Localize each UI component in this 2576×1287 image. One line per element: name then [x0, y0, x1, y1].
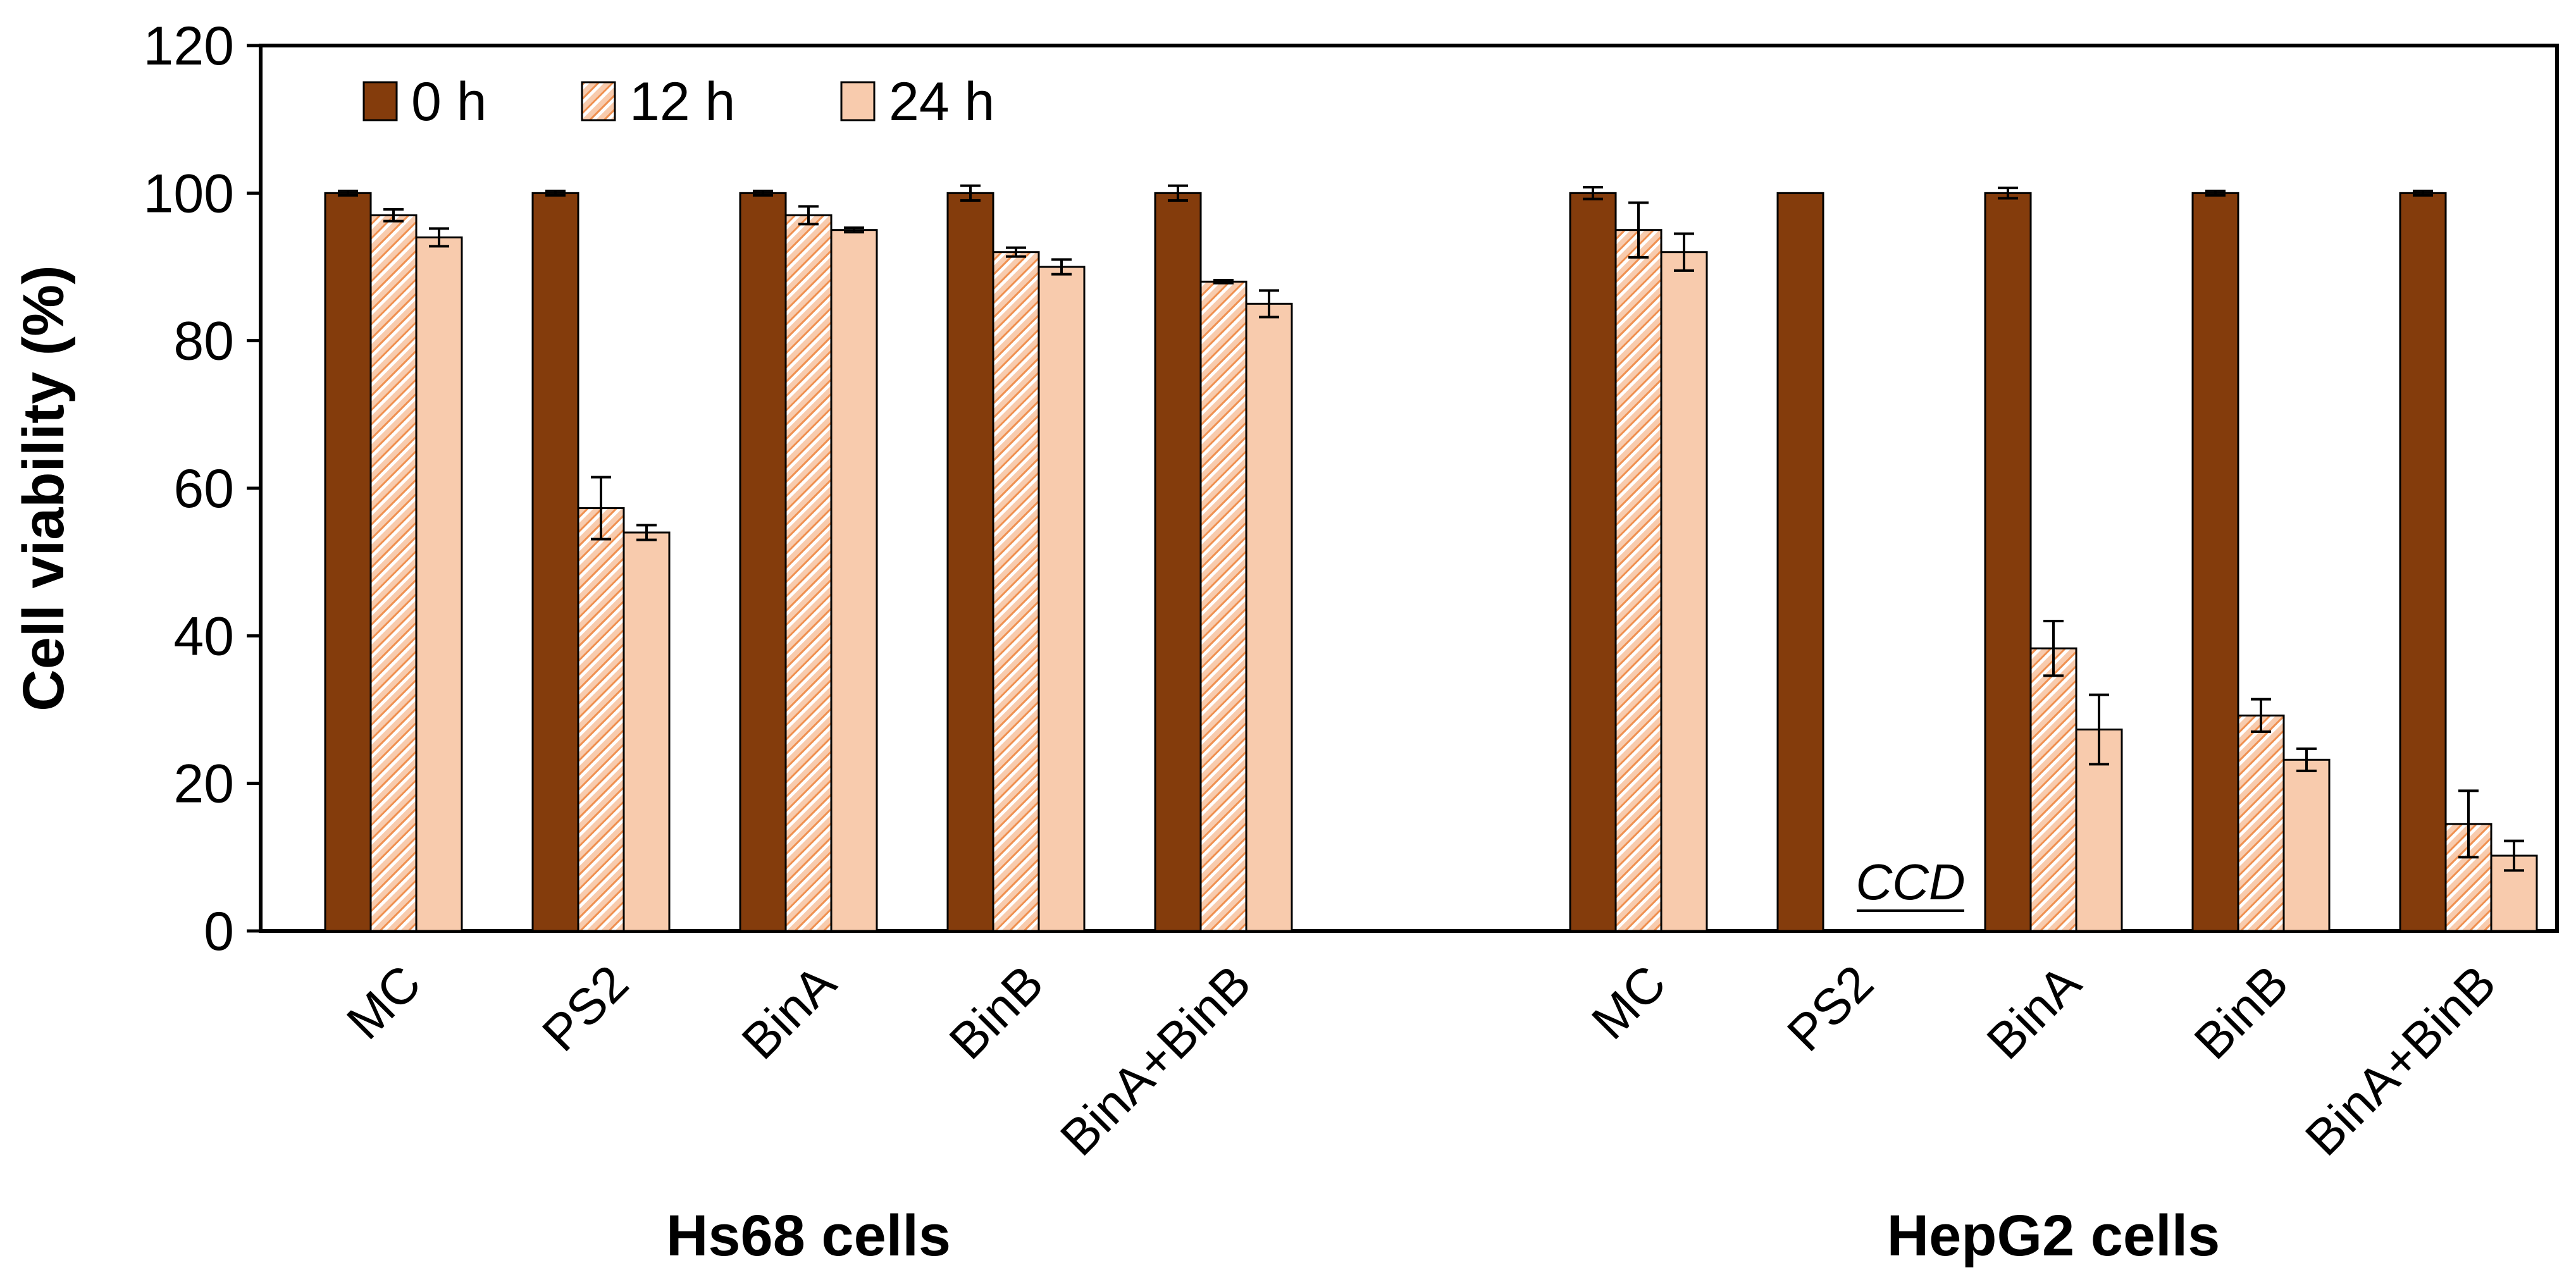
y-tick-label: 80	[173, 311, 234, 372]
legend-label-24h: 24 h	[889, 71, 994, 132]
error-bar-12h	[591, 476, 611, 541]
legend-label-12h: 12 h	[629, 71, 735, 132]
y-tick-label: 0	[204, 901, 234, 962]
error-bar-12h	[1213, 279, 1234, 285]
x-category-label: BinA+BinB	[1050, 954, 1261, 1166]
error-bar-0h	[338, 189, 358, 197]
legend-swatch-0h	[362, 81, 398, 121]
error-bar-24h	[636, 524, 657, 541]
error-bar-0h	[753, 189, 773, 197]
y-tick-label: 40	[173, 606, 234, 667]
error-bar-12h	[1006, 246, 1026, 258]
error-bar-0h	[2413, 189, 2433, 197]
error-bar-24h	[429, 227, 449, 248]
bar-24h	[2282, 758, 2331, 932]
y-tick-label: 100	[144, 163, 235, 224]
bar-0h	[946, 192, 994, 932]
bar-0h	[2399, 192, 2447, 932]
error-bar-0h	[545, 189, 566, 197]
bar-0h	[1569, 192, 1617, 932]
bar-12h	[784, 214, 833, 932]
group-label: HepG2 cells	[1887, 1204, 2220, 1268]
error-bar-0h	[1583, 186, 1603, 200]
legend: 0 h 12 h 24 h	[362, 71, 994, 132]
bar-24h	[622, 531, 671, 932]
error-bar-24h	[2089, 693, 2109, 766]
legend-label-0h: 0 h	[411, 71, 487, 132]
legend-swatch-24h	[840, 81, 876, 121]
bar-24h	[1037, 266, 1086, 932]
error-bar-24h	[2296, 747, 2317, 772]
x-category-label: PS2	[531, 954, 639, 1062]
y-tick-label: 120	[144, 16, 235, 77]
error-bar-24h	[1674, 232, 1694, 272]
bar-12h	[577, 507, 625, 932]
x-category-label: BinA+BinB	[2294, 954, 2506, 1166]
x-category-label: PS2	[1776, 954, 1884, 1062]
bar-0h	[1776, 192, 1824, 932]
y-tick-label: 20	[173, 754, 234, 815]
error-bar-24h	[844, 226, 864, 234]
group-label: Hs68 cells	[666, 1204, 951, 1268]
bar-24h	[1245, 302, 1293, 932]
error-bar-0h	[2205, 189, 2226, 197]
error-bar-0h	[1168, 184, 1188, 202]
bar-0h	[1154, 192, 1202, 932]
x-category-label: MC	[336, 954, 431, 1050]
bar-0h	[531, 192, 579, 932]
y-tick-label: 60	[173, 459, 234, 519]
x-category-label: BinA	[1976, 954, 2092, 1070]
bar-0h	[2191, 192, 2239, 932]
error-bar-24h	[1051, 258, 1072, 276]
bar-0h	[739, 192, 787, 932]
bar-12h	[2029, 647, 2078, 932]
bar-24h	[415, 236, 463, 932]
x-category-label: BinA	[731, 954, 847, 1070]
x-category-label: MC	[1581, 954, 1676, 1050]
bar-24h	[1660, 251, 1708, 932]
x-category-label: BinB	[939, 954, 1054, 1069]
error-bar-12h	[383, 208, 404, 223]
error-bar-12h	[2043, 620, 2064, 677]
bar-12h	[992, 251, 1040, 932]
bar-12h	[2237, 714, 2285, 932]
bar-0h	[324, 192, 372, 932]
error-bar-24h	[1259, 289, 1279, 319]
bar-24h	[830, 229, 878, 932]
error-bar-12h	[1628, 201, 1649, 259]
x-category-label: BinB	[2184, 954, 2299, 1069]
bar-0h	[1984, 192, 2032, 932]
annotation-ccd: CCD	[1855, 854, 1965, 910]
error-bar-12h	[2458, 789, 2479, 859]
bar-12h	[1614, 229, 1663, 932]
bar-12h	[369, 214, 418, 932]
y-axis-label: Cell viability (%)	[11, 265, 76, 711]
legend-swatch-12h	[581, 81, 616, 121]
error-bar-12h	[2251, 698, 2271, 733]
error-bar-0h	[960, 184, 981, 202]
bar-12h	[1199, 280, 1248, 932]
error-bar-24h	[2504, 839, 2524, 872]
error-bar-12h	[798, 205, 819, 226]
error-bar-0h	[1998, 187, 2018, 200]
